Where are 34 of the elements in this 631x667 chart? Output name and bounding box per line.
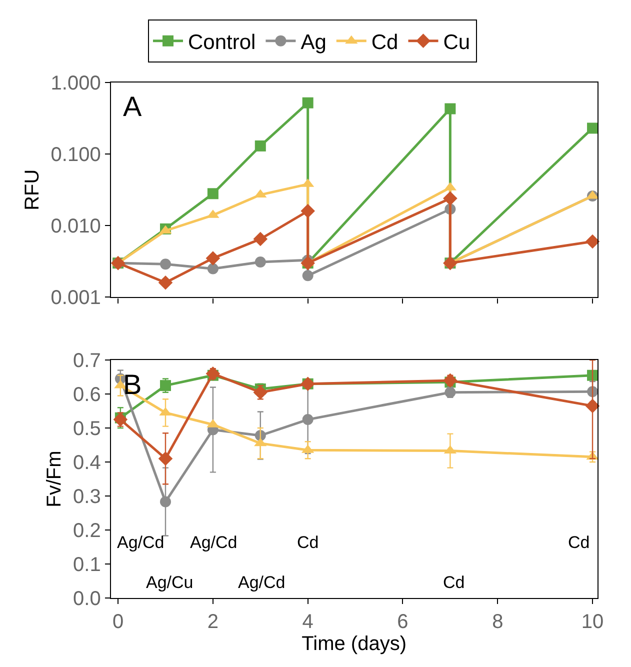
y-tick-label: 0.100 [50, 144, 101, 166]
annotation: Cd [568, 533, 590, 552]
annotation: B [123, 369, 142, 400]
annotation: Ag/Cd [117, 533, 164, 552]
legend-label: Cd [371, 31, 398, 54]
y-axis-title: RFU [21, 169, 44, 210]
y-tick-label: 0.2 [73, 520, 101, 542]
y-tick-label: 0.001 [50, 287, 101, 310]
x-tick-label: 2 [207, 611, 219, 634]
y-tick-label: 0.3 [73, 486, 101, 508]
legend-label: Cu [443, 31, 470, 54]
annotation: Cd [297, 533, 319, 552]
x-tick-label: 0 [112, 611, 124, 634]
y-tick-label: 0.4 [73, 452, 101, 474]
annotation: Ag/Cd [238, 573, 286, 592]
y-tick-label: 0.0 [73, 588, 101, 610]
y-tick-label: 0.7 [73, 350, 101, 372]
annotation: A [123, 91, 142, 122]
x-tick-label: 6 [397, 611, 408, 634]
x-tick-label: 10 [581, 611, 604, 634]
x-tick-label: 8 [492, 611, 504, 634]
x-axis-title: Time (days) [302, 633, 407, 656]
x-tick-label: 4 [302, 611, 314, 634]
y-axis-title: Fv/Fm [44, 450, 66, 508]
annotation: Cd [443, 573, 465, 592]
legend-label: Control [188, 31, 256, 54]
y-tick-label: 0.010 [50, 216, 101, 238]
y-tick-label: 1.000 [50, 72, 101, 95]
annotation: Ag/Cd [190, 533, 238, 552]
legend-label: Ag [300, 31, 326, 54]
annotation: Ag/Cu [146, 573, 194, 592]
y-tick-label: 0.5 [73, 418, 101, 440]
y-tick-label: 0.6 [73, 384, 101, 406]
y-tick-label: 0.1 [73, 554, 101, 576]
